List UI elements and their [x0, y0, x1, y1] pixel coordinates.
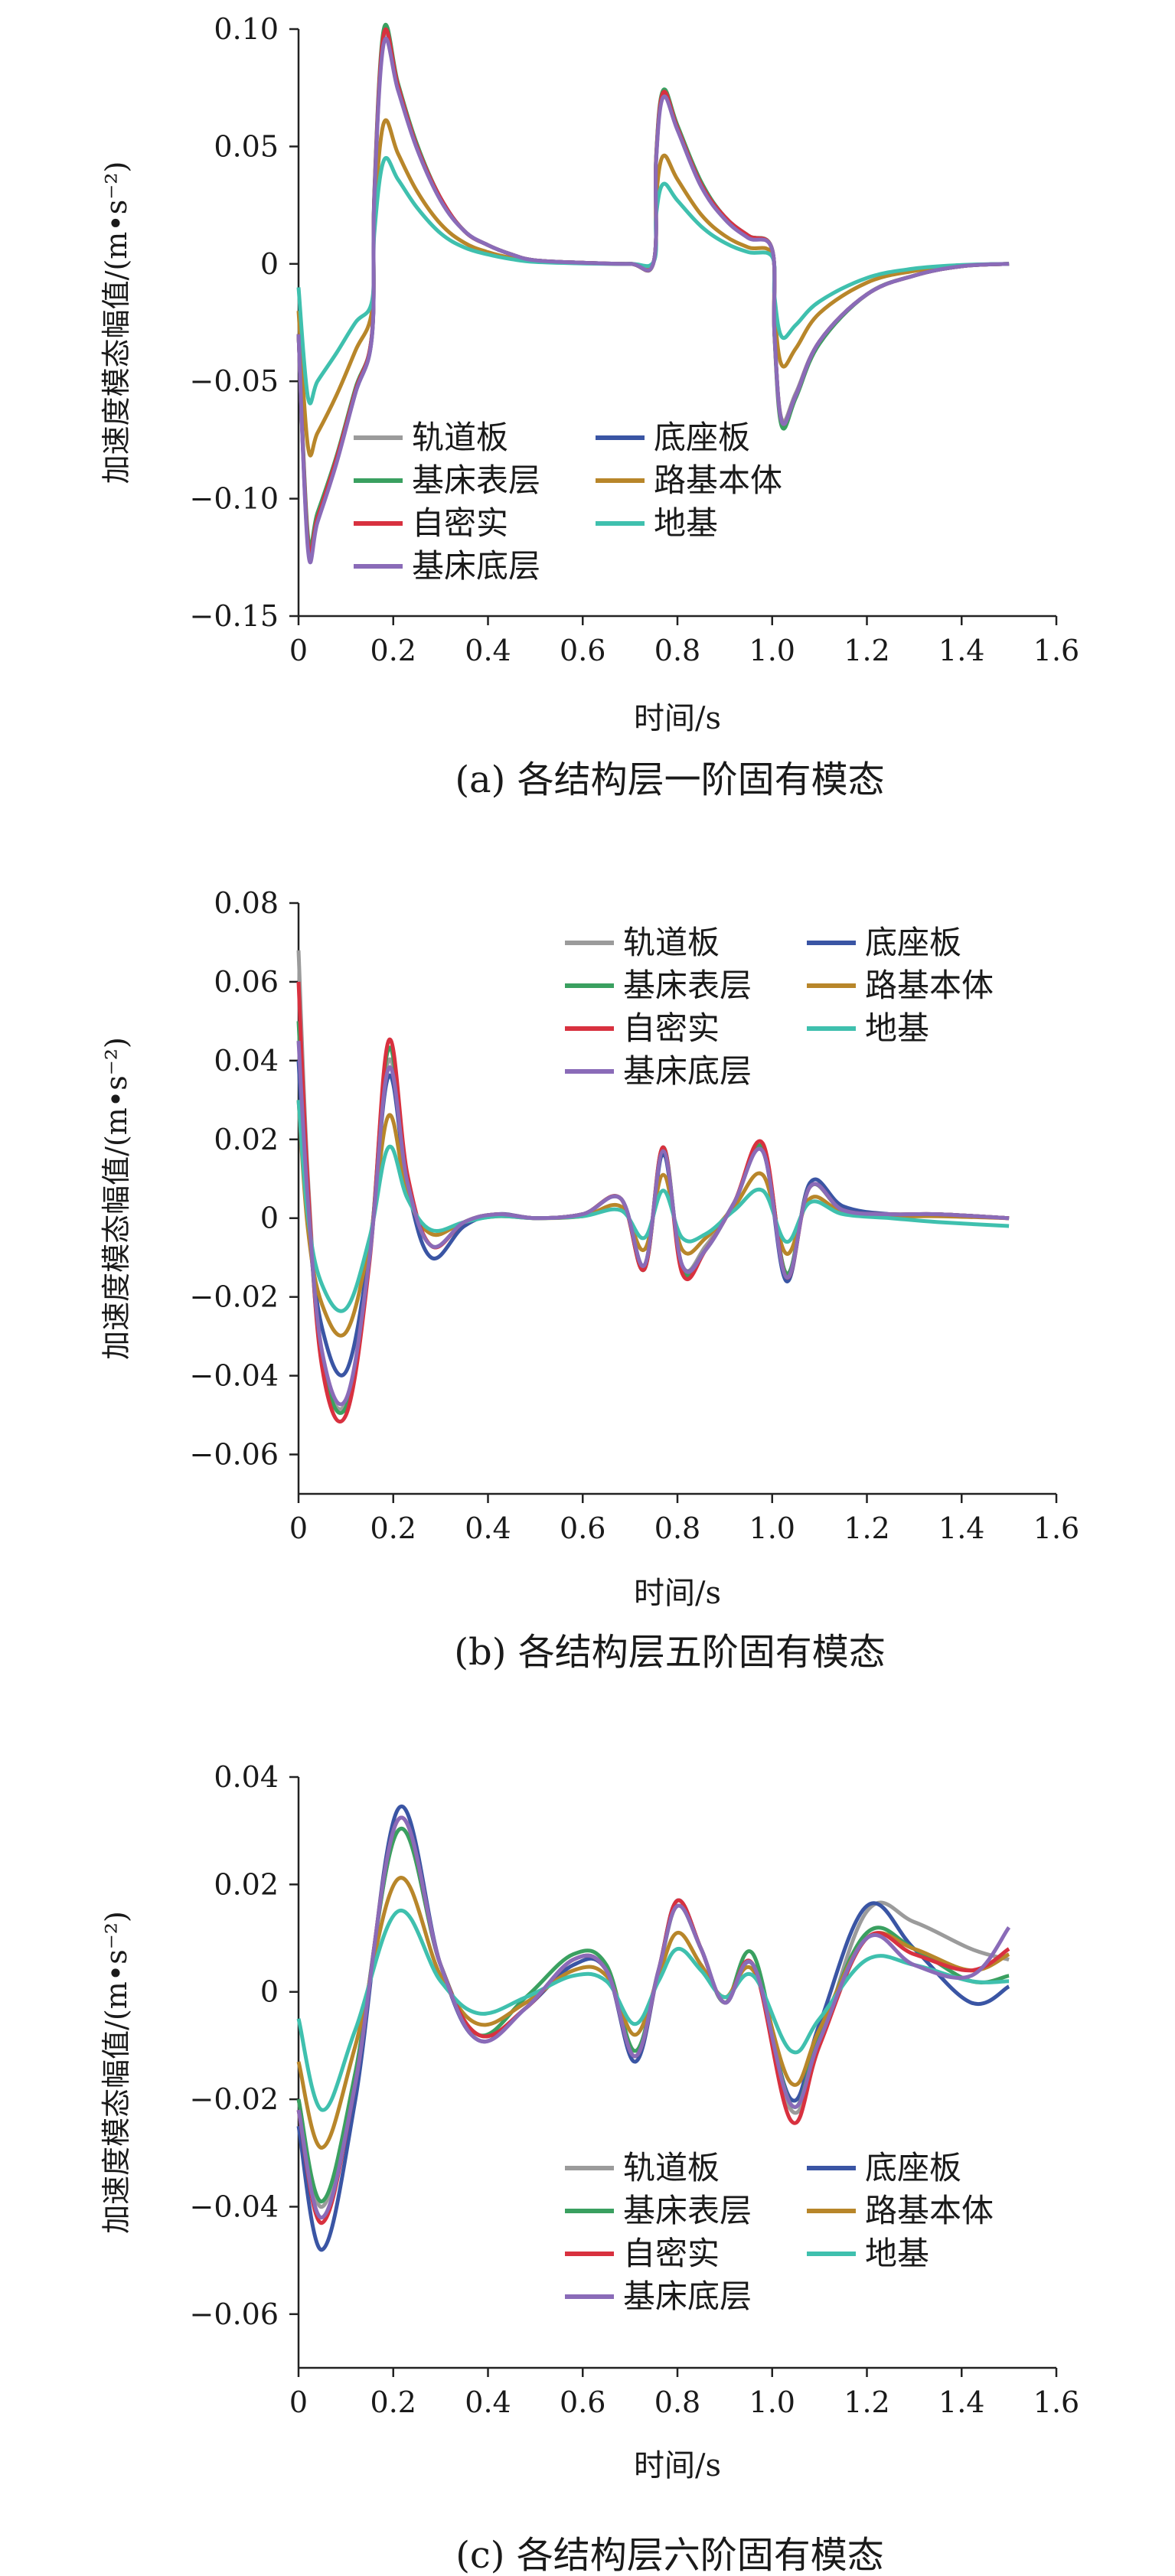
x-axis-label: 时间/s — [634, 1576, 721, 1611]
y-tick-label: 0.02 — [214, 1867, 279, 1901]
x-tick-label: 0.4 — [465, 1511, 511, 1545]
y-tick-label: 0 — [260, 1975, 279, 2009]
series-line-6 — [296, 1100, 1010, 1313]
legend-label: 基床底层 — [623, 2278, 752, 2315]
y-axis-label: 加速度模态幅值/(m•s⁻²) — [100, 1911, 133, 2234]
y-tick-label: 0.10 — [214, 12, 279, 46]
series-group — [296, 1805, 1011, 2252]
legend-label: 自密实 — [412, 504, 508, 542]
x-tick-label: 0.4 — [465, 2385, 511, 2419]
y-axis-label: 加速度模态幅值/(m•s⁻²) — [100, 161, 133, 484]
x-tick-label: 1.4 — [938, 634, 984, 667]
x-tick-label: 0.8 — [654, 634, 700, 667]
x-tick-label: 1.6 — [1033, 1511, 1079, 1545]
series-line-4 — [296, 118, 1010, 458]
y-tick-label: −0.02 — [190, 2082, 279, 2116]
legend-label: 基床底层 — [623, 1052, 752, 1090]
x-tick-label: 0 — [289, 634, 308, 667]
x-tick-label: 1.0 — [749, 2385, 795, 2419]
x-tick-label: 0 — [289, 1511, 308, 1545]
chart-panel-1: −0.15 −0.10 −0.05 0 0.05 0.10 0 0.2 0.4 0.6 0.8 1.0… — [100, 12, 1079, 801]
y-tick-label: −0.06 — [190, 1438, 279, 1472]
y-tick-label: 0.02 — [214, 1123, 279, 1156]
x-axis-label: 时间/s — [634, 2448, 721, 2483]
y-tick-label: −0.04 — [190, 2190, 279, 2223]
x-axis-label: 时间/s — [634, 701, 721, 736]
x-tick-label: 1.6 — [1033, 2385, 1079, 2419]
legend-label: 底座板 — [865, 924, 961, 961]
x-tick-label: 1.4 — [938, 2385, 984, 2419]
x-tick-label: 0.8 — [654, 1511, 700, 1545]
y-tick-label: −0.06 — [190, 2297, 279, 2331]
series-line-4 — [296, 1876, 1010, 2150]
series-group — [296, 22, 1010, 565]
legend-label: 路基本体 — [865, 2192, 994, 2229]
y-tick-label: −0.15 — [190, 599, 279, 633]
series-line-7 — [296, 1815, 1011, 2220]
x-tick-label: 0.6 — [560, 1511, 605, 1545]
legend-label: 基床底层 — [412, 547, 540, 585]
y-tick-label: 0.08 — [214, 886, 279, 920]
legend-label: 轨道板 — [412, 419, 508, 456]
legend-label: 路基本体 — [654, 461, 782, 499]
y-tick-label: 0 — [260, 247, 279, 281]
x-tick-label: 1.0 — [749, 634, 795, 667]
y-tick-label: −0.10 — [190, 482, 279, 516]
panel-caption: (b) 各结构层五阶固有模态 — [454, 1631, 885, 1674]
y-tick-label: −0.05 — [190, 364, 279, 398]
x-tick-label: 0 — [289, 2385, 308, 2419]
legend-label: 地基 — [865, 2235, 929, 2272]
x-tick-label: 1.2 — [844, 634, 889, 667]
legend-label: 自密实 — [623, 2235, 720, 2272]
x-tick-label: 0.2 — [370, 1511, 416, 1545]
x-tick-label: 0.2 — [370, 634, 416, 667]
chart-panel-3: −0.06 −0.04 −0.02 0 0.02 0.04 0 0.2 0.4 0.6 0.8 1.0… — [100, 1760, 1079, 2576]
x-tick-label: 1.4 — [938, 1511, 984, 1545]
series-group — [296, 950, 1010, 1423]
y-axis-label: 加速度模态幅值/(m•s⁻²) — [100, 1037, 133, 1360]
x-tick-label: 1.6 — [1033, 634, 1079, 667]
legend-label: 地基 — [865, 1009, 929, 1047]
x-tick-label: 1.0 — [749, 1511, 795, 1545]
legend-label: 基床表层 — [623, 967, 752, 1004]
chart-panel-2: −0.06 −0.04 −0.02 0 0.02 0.04 0.06 0.08 0 0.2 0.4 0… — [100, 886, 1079, 1674]
y-tick-label: 0 — [260, 1202, 279, 1235]
legend-label: 轨道板 — [623, 924, 720, 961]
y-tick-label: −0.04 — [190, 1359, 279, 1393]
legend-label: 轨道板 — [623, 2149, 720, 2186]
legend-label: 路基本体 — [865, 967, 994, 1004]
y-tick-label: −0.02 — [190, 1280, 279, 1314]
x-tick-label: 0.4 — [465, 634, 511, 667]
legend-label: 自密实 — [623, 1009, 720, 1047]
x-tick-label: 1.2 — [844, 1511, 889, 1545]
y-tick-label: 0.05 — [214, 129, 279, 163]
y-tick-label: 0.04 — [214, 1044, 279, 1078]
x-tick-label: 0.2 — [370, 2385, 416, 2419]
x-tick-label: 0.8 — [654, 2385, 700, 2419]
panel-caption: (c) 各结构层六阶固有模态 — [455, 2534, 884, 2576]
x-tick-label: 0.6 — [560, 2385, 605, 2419]
legend-label: 基床表层 — [623, 2192, 752, 2229]
series-line-7 — [296, 1040, 1010, 1407]
legend-label: 底座板 — [654, 419, 750, 456]
legend-label: 地基 — [654, 504, 718, 542]
legend-label: 底座板 — [865, 2149, 961, 2186]
x-tick-label: 1.2 — [844, 2385, 889, 2419]
x-tick-label: 0.6 — [560, 634, 605, 667]
panel-caption: (a) 各结构层一阶固有模态 — [455, 758, 884, 801]
series-line-7 — [296, 36, 1010, 565]
y-tick-label: 0.04 — [214, 1760, 279, 1794]
legend-label: 基床表层 — [412, 461, 540, 499]
y-tick-label: 0.06 — [214, 965, 279, 999]
series-line-3 — [296, 1826, 1010, 2203]
